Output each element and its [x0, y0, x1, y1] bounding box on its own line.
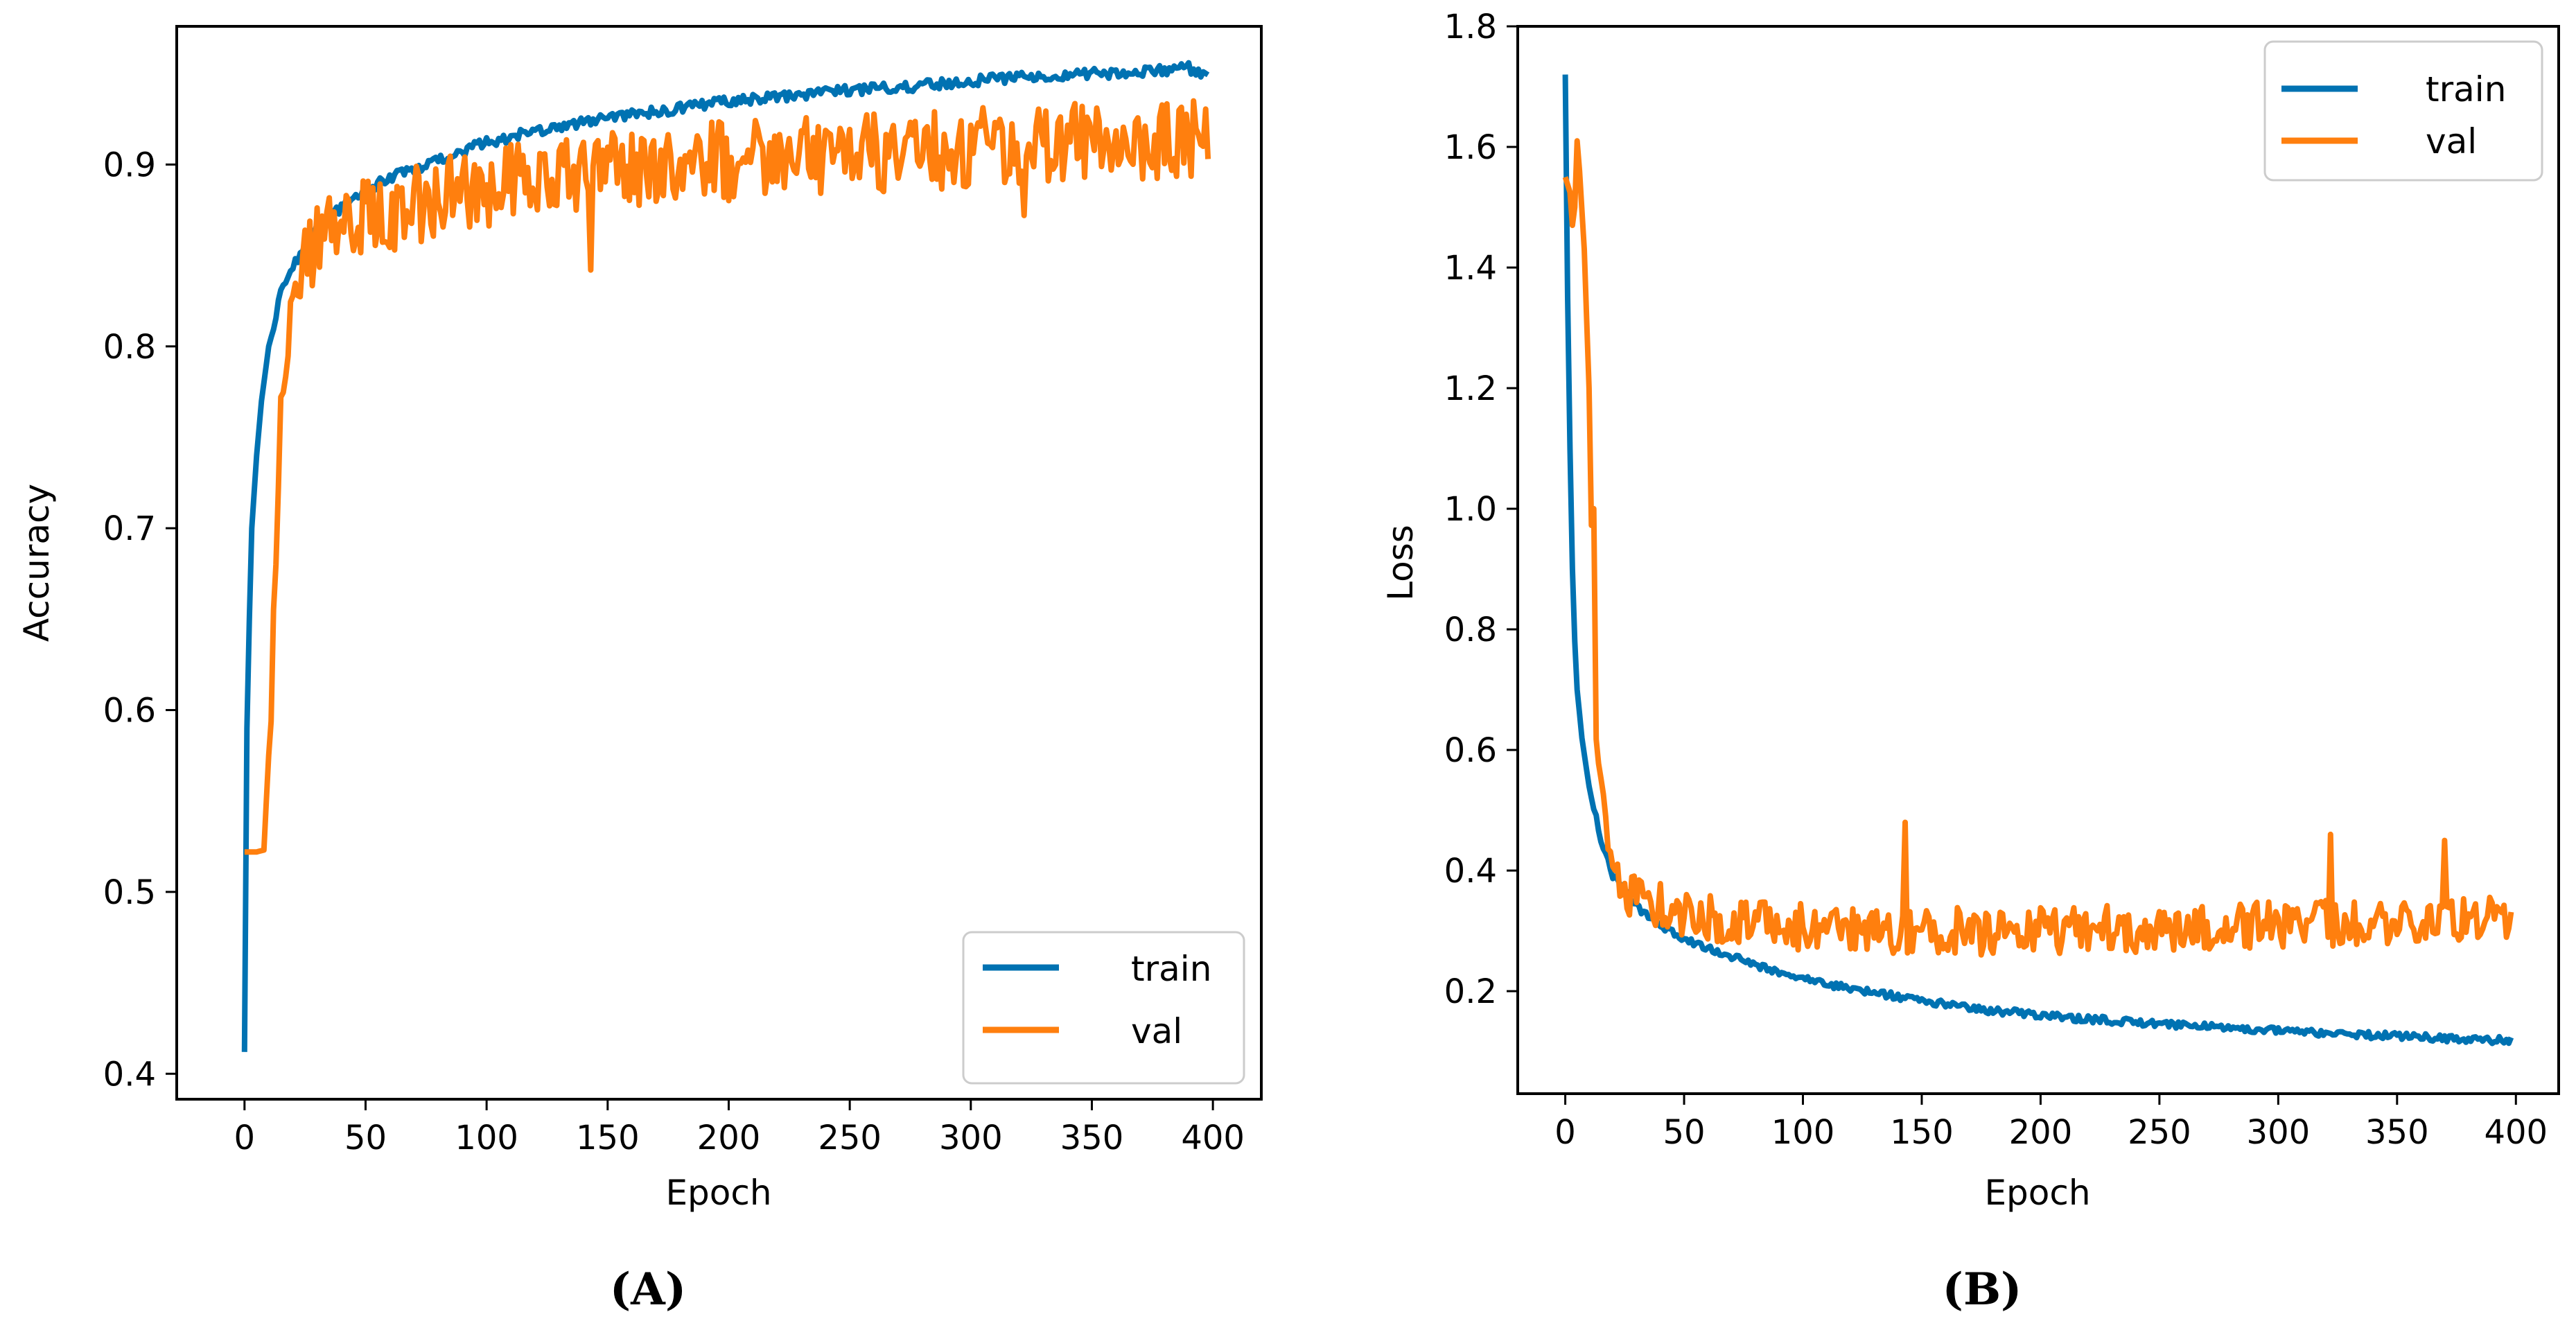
- loss-x-tick-label: 250: [2128, 1113, 2191, 1152]
- loss-y-tick-label: 1.2: [1444, 369, 1497, 408]
- accuracy-x-tick-label: 0: [234, 1119, 256, 1157]
- loss-x-tick-label: 350: [2365, 1113, 2429, 1152]
- accuracy-plot-frame: [175, 25, 1263, 1101]
- accuracy-x-tick-label: 200: [697, 1119, 761, 1157]
- accuracy-x-tick-label: 100: [455, 1119, 518, 1157]
- loss-y-tick-label: 1.4: [1444, 249, 1497, 288]
- loss-y-ticks: 0.2 0.4 0.6 0.8 1.0 1.2 1.4 1.6 1.8: [1444, 8, 1518, 1011]
- accuracy-chart: 0 50 100 150 200 250 300 350 400 0.4 0.5 0.6 0.7 0.8…: [17, 25, 1263, 1315]
- loss-legend-val-label: val: [2426, 121, 2477, 161]
- accuracy-x-ticks: 0 50 100 150 200 250 300 350 400: [234, 1099, 1245, 1157]
- loss-series-val-line: [1562, 138, 2514, 958]
- loss-y-tick-label: 0.6: [1444, 731, 1497, 770]
- loss-x-tick-label: 300: [2247, 1113, 2311, 1152]
- accuracy-y-tick-label: 0.7: [103, 509, 156, 548]
- accuracy-x-tick-label: 50: [344, 1119, 387, 1157]
- accuracy-series-layer: [241, 60, 1211, 1052]
- loss-x-tick-label: 0: [1554, 1113, 1576, 1152]
- accuracy-legend-val-label: val: [1131, 1011, 1182, 1051]
- loss-y-tick-label: 0.2: [1444, 972, 1497, 1011]
- loss-x-tick-label: 50: [1663, 1113, 1706, 1152]
- loss-x-ticks: 0 50 100 150 200 250 300 350 400: [1554, 1094, 2548, 1152]
- accuracy-y-tick-label: 0.9: [103, 146, 156, 184]
- accuracy-y-axis-label: Accuracy: [17, 484, 57, 642]
- panel-label-b: (B): [1943, 1263, 2022, 1315]
- accuracy-x-tick-label: 250: [818, 1119, 882, 1157]
- accuracy-y-ticks: 0.4 0.5 0.6 0.7 0.8 0.9: [103, 146, 177, 1094]
- loss-y-tick-label: 0.4: [1444, 852, 1497, 891]
- loss-series-layer: [1562, 74, 2514, 1047]
- accuracy-legend-train-label: train: [1131, 949, 1211, 989]
- loss-x-axis-label: Epoch: [1984, 1173, 2090, 1213]
- loss-plot-frame: [1516, 25, 2560, 1095]
- loss-series-train-line: [1562, 74, 2514, 1047]
- accuracy-y-tick-label: 0.8: [103, 328, 156, 367]
- accuracy-y-tick-label: 0.6: [103, 692, 156, 731]
- accuracy-series-train-line: [241, 60, 1210, 1052]
- loss-legend-train-label: train: [2426, 69, 2506, 110]
- accuracy-x-tick-label: 350: [1060, 1119, 1124, 1157]
- accuracy-x-axis-label: Epoch: [665, 1173, 771, 1213]
- loss-chart: 0 50 100 150 200 250 300 350 400 0.2 0.4 0.6 0.8 1.0…: [1381, 8, 2560, 1315]
- loss-x-tick-label: 400: [2484, 1113, 2548, 1152]
- loss-y-tick-label: 0.8: [1444, 611, 1497, 649]
- loss-y-tick-label: 1.0: [1444, 490, 1497, 529]
- loss-x-tick-label: 150: [1890, 1113, 1954, 1152]
- accuracy-legend: train val: [962, 931, 1245, 1085]
- loss-legend-box: [2263, 40, 2543, 182]
- accuracy-y-tick-label: 0.4: [103, 1055, 156, 1094]
- accuracy-y-tick-label: 0.5: [103, 873, 156, 912]
- loss-y-axis-label: Loss: [1381, 525, 1421, 601]
- accuracy-x-tick-label: 400: [1181, 1119, 1245, 1157]
- accuracy-x-tick-label: 150: [576, 1119, 640, 1157]
- loss-x-tick-label: 100: [1771, 1113, 1835, 1152]
- accuracy-series-val-line: [244, 98, 1211, 855]
- loss-y-tick-label: 1.8: [1444, 8, 1497, 46]
- panel-label-a: (A): [610, 1263, 686, 1315]
- loss-y-tick-label: 1.6: [1444, 128, 1497, 167]
- accuracy-x-tick-label: 300: [939, 1119, 1003, 1157]
- loss-legend: train val: [2263, 40, 2543, 182]
- loss-x-tick-label: 200: [2009, 1113, 2073, 1152]
